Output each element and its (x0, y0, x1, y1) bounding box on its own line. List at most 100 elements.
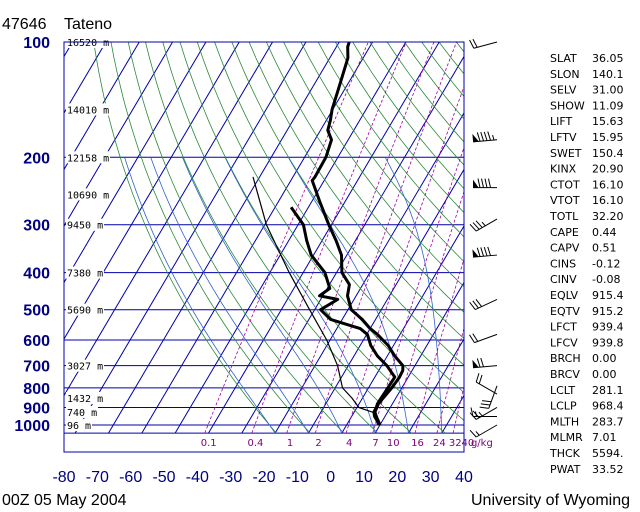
wind-barb (469, 424, 498, 438)
index-value: 939.4 (592, 321, 624, 334)
height-label: 7380 m (67, 269, 103, 280)
moist-adiabat (124, 157, 276, 434)
index-value: 5594. (592, 447, 624, 460)
index-name: BRCH (550, 352, 581, 365)
height-label: 14010 m (67, 105, 109, 116)
temperature-tick-label: 40 (455, 469, 473, 486)
temperature-tick-label: -10 (286, 469, 309, 486)
index-row: CAPV 0.51 (550, 242, 617, 255)
index-row: SLON 140.1 (550, 68, 624, 81)
barb-staff (475, 218, 498, 232)
stability-indices: SLAT 36.05 SLON 140.1 SELV 31.00 SHOW 11.09 LIFT… (549, 52, 624, 476)
barb-flag (472, 300, 479, 309)
dry-adiabat (110, 42, 311, 434)
barb-staff (475, 424, 498, 438)
isotherm (64, 42, 107, 115)
index-name: CAPE (550, 226, 579, 239)
temperature-tick-label: -20 (252, 469, 275, 486)
height-label: 5690 m (67, 306, 103, 317)
mixing-ratio-line (452, 385, 464, 434)
barb-pennant (472, 133, 479, 142)
wind-barb (473, 178, 497, 189)
index-name: CINS (550, 257, 576, 270)
barb-flag (472, 222, 480, 230)
moist-adiabat (384, 157, 443, 434)
height-label: 10690 m (67, 190, 109, 201)
pressure-tick-label: 600 (23, 333, 50, 350)
temperature-tick-label: -50 (152, 469, 175, 486)
mixing-ratio-label: 4 (346, 438, 352, 449)
index-name: CTOT (550, 178, 580, 191)
height-labels: 16520 m 14010 m 12158 m 10690 m 9450 m 7380 m… (66, 36, 110, 432)
index-value: 15.95 (592, 131, 624, 144)
index-value: 281.1 (592, 384, 624, 397)
index-value: 968.4 (592, 400, 624, 413)
wind-barb (472, 246, 498, 258)
barb-flag (487, 246, 492, 256)
index-value: 939.8 (592, 336, 624, 349)
dry-adiabat (283, 42, 464, 288)
index-name: LFCV (550, 336, 578, 349)
barb-flag (479, 406, 489, 409)
dry-adiabat (317, 42, 464, 238)
index-value: 36.05 (592, 52, 624, 65)
pressure-tick-label: 1000 (14, 418, 50, 435)
index-row: SLAT 36.05 (550, 52, 624, 65)
temperature-tick-label: 20 (388, 469, 406, 486)
wind-barb (469, 407, 498, 420)
moist-adiabat (150, 157, 309, 434)
dry-adiabat (127, 42, 345, 434)
height-label: 16520 m (67, 38, 109, 49)
mixing-ratio-line (345, 85, 464, 434)
mixing-ratio-line (414, 257, 464, 434)
barb-flag (472, 333, 479, 342)
barb-staff (474, 333, 498, 344)
isotherm (64, 42, 240, 340)
temperature-tick-label: -60 (119, 469, 142, 486)
index-row: EQTV 915.2 (550, 305, 624, 318)
temperature-tick-label: 30 (422, 469, 440, 486)
index-name: BRCV (550, 368, 580, 381)
index-name: KINX (550, 163, 577, 176)
index-value: 283.7 (592, 415, 624, 428)
barb-flag (475, 220, 483, 228)
barb-flag (476, 358, 481, 368)
wind-barbs (469, 38, 498, 438)
barb-flag (481, 178, 484, 188)
temperature-tick-label: 10 (355, 469, 373, 486)
mixing-ratio-line (204, 42, 369, 434)
barb-flag (480, 132, 485, 142)
index-value: 31.00 (592, 84, 624, 97)
observation-time: 00Z 05 May 2004 (2, 492, 127, 509)
barb-staff (475, 298, 498, 311)
isotherm (208, 42, 440, 434)
index-name: SLON (550, 68, 580, 81)
index-row: LFTV 15.95 (550, 131, 624, 144)
index-name: TOTL (549, 210, 579, 223)
barb-staff (488, 385, 498, 409)
barb-flag (469, 301, 476, 310)
barb-pennant (472, 249, 479, 258)
height-label-bg (66, 218, 104, 231)
isotherm (408, 338, 464, 434)
height-label-bg (66, 419, 92, 431)
index-row: PWAT 33.52 (550, 463, 624, 476)
index-row: LFCV 939.8 (550, 336, 624, 349)
dry-adiabat (300, 42, 464, 263)
isotherm (374, 281, 464, 434)
barb-flag (478, 374, 483, 384)
temperature-tick-label: 0 (326, 469, 335, 486)
barb-half-flag (475, 431, 480, 436)
index-name: CAPV (550, 242, 580, 255)
height-label-bg (66, 151, 110, 164)
barb-flag (469, 334, 475, 343)
mixing-ratio-label: 32 (449, 438, 462, 449)
mixing-ratio-labels: 0.1 0.4 1 2 4 7 10 16 24 32 40g/kg (201, 438, 493, 449)
index-row: CINV -0.08 (550, 273, 620, 286)
height-label: 96 m (67, 421, 91, 432)
pressure-tick-label: 100 (23, 35, 50, 52)
barb-flag (481, 400, 492, 403)
index-row: EQLV 915.4 (550, 289, 624, 302)
dry-adiabat (162, 42, 412, 434)
index-row: SELV 31.00 (550, 84, 624, 97)
